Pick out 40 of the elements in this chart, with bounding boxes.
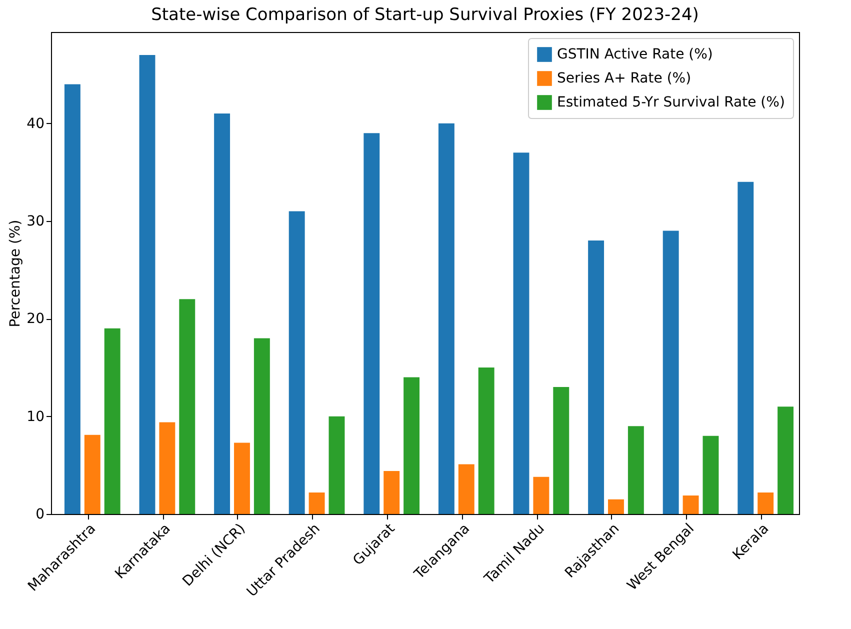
y-tick-label: 30 xyxy=(26,213,44,230)
bar xyxy=(628,426,644,514)
y-axis-title: Percentage (%) xyxy=(8,220,24,328)
legend-label: GSTIN Active Rate (%) xyxy=(557,46,713,62)
legend-label: Series A+ Rate (%) xyxy=(557,70,692,86)
bar xyxy=(139,54,156,514)
bar xyxy=(214,114,230,514)
y-tick-label: 10 xyxy=(26,408,44,425)
chart-title: State-wise Comparison of Start-up Survival Proxies (FY 2023-24) xyxy=(151,5,699,25)
bar xyxy=(84,434,100,514)
bar xyxy=(758,492,774,514)
bar xyxy=(384,471,400,514)
legend-label: Estimated 5-Yr Survival Rate (%) xyxy=(557,94,785,110)
bar xyxy=(458,464,474,514)
y-tick-label: 20 xyxy=(26,311,44,328)
bar xyxy=(104,328,120,514)
bar xyxy=(64,84,80,514)
bar xyxy=(159,422,176,514)
bar xyxy=(179,299,196,514)
bar xyxy=(478,367,494,514)
y-tick-label: 0 xyxy=(36,506,44,522)
bar xyxy=(553,387,570,514)
bar xyxy=(513,152,530,514)
bar xyxy=(308,492,325,514)
bar xyxy=(364,133,380,514)
bar xyxy=(328,416,345,514)
bar xyxy=(778,406,794,514)
bar xyxy=(608,499,624,514)
bar xyxy=(662,230,679,514)
bar xyxy=(702,436,719,514)
bar xyxy=(682,495,699,514)
bar xyxy=(438,123,454,514)
bar xyxy=(533,476,550,514)
bar xyxy=(404,377,420,514)
bar xyxy=(288,211,305,514)
bar xyxy=(234,442,250,514)
bar xyxy=(738,182,754,514)
y-tick-label: 40 xyxy=(26,116,44,132)
bar xyxy=(254,338,270,514)
bar xyxy=(588,240,604,514)
